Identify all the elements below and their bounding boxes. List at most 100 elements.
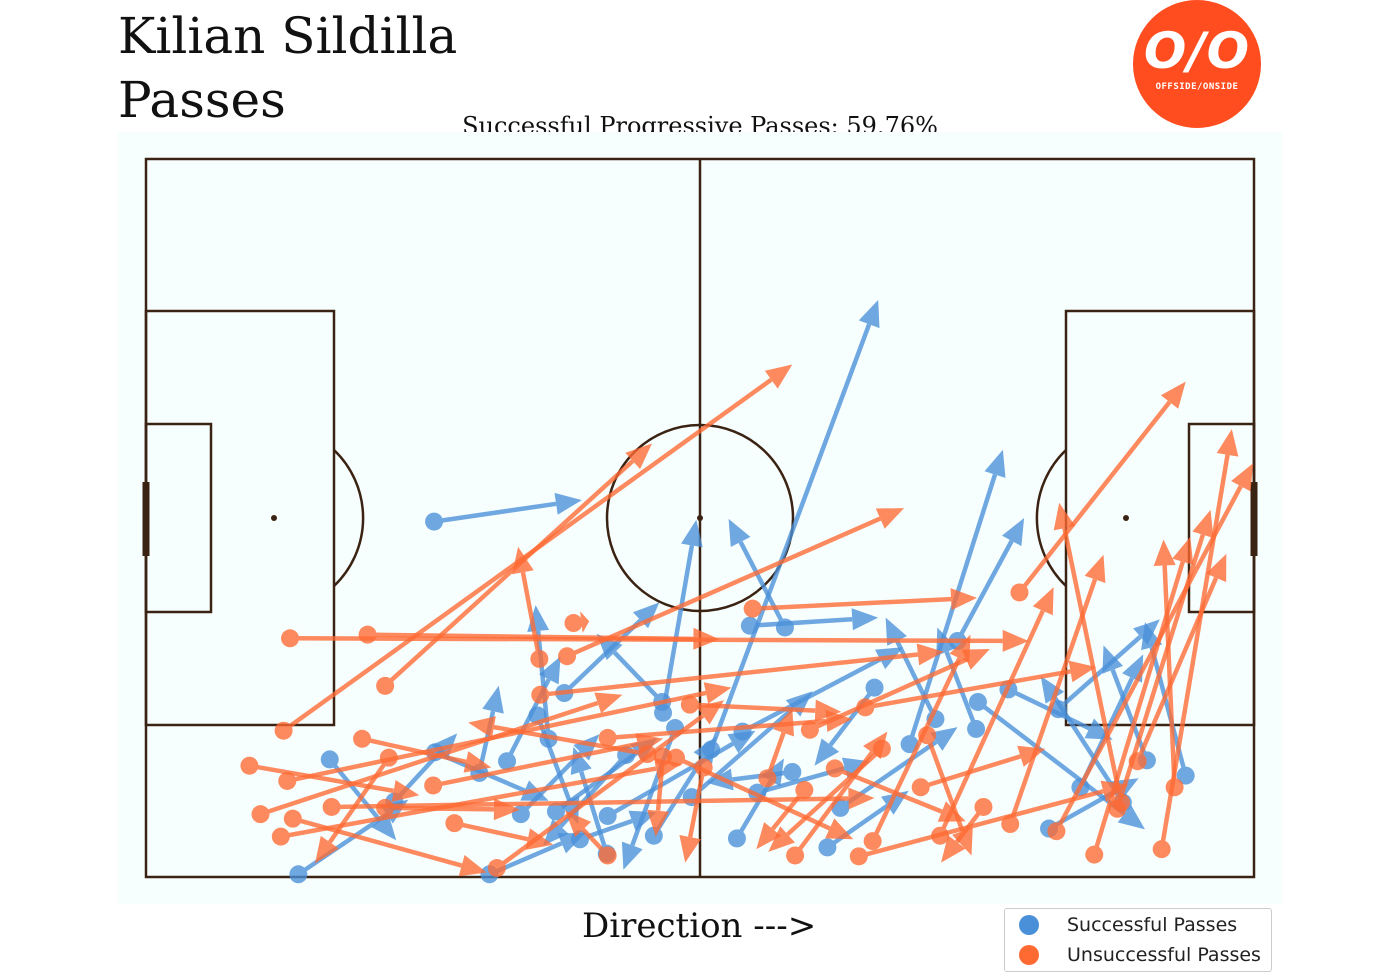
successful-pass-line bbox=[660, 545, 695, 714]
unsuccessful-pass-2 bbox=[376, 443, 652, 695]
successful-pass-origin bbox=[775, 618, 794, 637]
unsuccessful-pass-46 bbox=[849, 780, 1129, 866]
unsuccessful-pass-line bbox=[1054, 485, 1243, 833]
successful-pass-origin bbox=[968, 692, 987, 711]
unsuccessful-pass-42 bbox=[786, 731, 888, 865]
unsuccessful-pass-line bbox=[367, 632, 694, 642]
successful-pass-arrowhead bbox=[371, 813, 397, 841]
unsuccessful-pass-origin bbox=[358, 625, 377, 644]
unsuccessful-pass-arrowhead bbox=[679, 835, 701, 863]
successful-pass-line bbox=[749, 617, 853, 628]
successful-pass-arrowhead bbox=[1002, 518, 1025, 547]
unsuccessful-pass-line bbox=[864, 669, 1071, 710]
unsuccessful-pass-line bbox=[566, 516, 882, 659]
unsuccessful-pass-line bbox=[1017, 400, 1172, 594]
legend-dot-unsuccessful bbox=[1019, 945, 1039, 965]
successful-pass-line bbox=[562, 618, 643, 695]
successful-pass-line bbox=[828, 686, 877, 747]
successful-pass-origin bbox=[320, 750, 339, 769]
unsuccessful-pass-arrowhead bbox=[1017, 745, 1046, 767]
unsuccessful-pass-arrowhead bbox=[1084, 554, 1106, 583]
unsuccessful-pass-arrowhead bbox=[1002, 629, 1029, 652]
unsuccessful-pass-arrowhead bbox=[875, 508, 905, 529]
unsuccessful-pass-origin bbox=[1165, 778, 1184, 797]
unsuccessful-pass-8 bbox=[558, 508, 905, 666]
unsuccessful-pass-48 bbox=[565, 810, 617, 865]
unsuccessful-pass-origin bbox=[863, 832, 882, 851]
successful-pass-arrowhead bbox=[621, 841, 643, 870]
successful-pass-arrowhead bbox=[633, 602, 660, 629]
unsuccessful-pass-arrowhead bbox=[458, 855, 487, 877]
unsuccessful-pass-arrowhead bbox=[565, 810, 592, 837]
unsuccessful-pass-origin bbox=[849, 847, 868, 866]
left-penalty-spot bbox=[271, 515, 277, 521]
successful-pass-arrowhead bbox=[681, 519, 703, 548]
unsuccessful-pass-origin bbox=[825, 759, 844, 778]
legend-dot-successful bbox=[1019, 915, 1039, 935]
unsuccessful-pass-origin bbox=[856, 698, 875, 717]
successful-pass-line bbox=[976, 700, 1126, 816]
unsuccessful-pass-arrowhead bbox=[525, 828, 554, 850]
successful-pass-origin bbox=[1176, 766, 1195, 785]
unsuccessful-pass-33 bbox=[353, 729, 492, 773]
unsuccessful-pass-origin bbox=[666, 748, 685, 767]
unsuccessful-pass-arrowhead bbox=[1068, 660, 1097, 683]
unsuccessful-pass-1 bbox=[358, 625, 720, 650]
legend-item-successful: Successful Passes bbox=[1019, 912, 1237, 938]
successful-pass-line bbox=[741, 657, 882, 734]
unsuccessful-pass-arrowhead bbox=[1053, 502, 1076, 531]
successful-pass-origin bbox=[865, 678, 884, 697]
unsuccessful-pass-origin bbox=[271, 827, 290, 846]
unsuccessful-pass-arrowhead bbox=[463, 751, 492, 773]
successful-pass-arrowhead bbox=[1102, 645, 1123, 674]
legend-item-unsuccessful: Unsuccessful Passes bbox=[1019, 942, 1261, 968]
unsuccessful-pass-arrowhead bbox=[1153, 539, 1176, 566]
unsuccessful-pass-origin bbox=[1047, 822, 1066, 841]
unsuccessful-pass-line bbox=[493, 724, 648, 757]
unsuccessful-pass-3 bbox=[274, 364, 793, 740]
title-line-2: Passes bbox=[118, 71, 286, 129]
unsuccessful-pass-line bbox=[938, 609, 1045, 837]
unsuccessful-pass-15 bbox=[856, 660, 1097, 717]
unsuccessful-pass-origin bbox=[974, 797, 993, 816]
successful-pass-line bbox=[734, 779, 773, 840]
unsuccessful-pass-origin bbox=[564, 614, 583, 633]
unsuccessful-pass-origin bbox=[281, 629, 300, 648]
successful-pass-arrowhead bbox=[1040, 676, 1065, 704]
successful-pass-line bbox=[579, 771, 609, 855]
successful-pass-26 bbox=[814, 678, 884, 766]
unsuccessful-pass-line bbox=[383, 459, 635, 688]
unsuccessful-pass-line bbox=[432, 741, 639, 788]
successful-pass-arrowhead bbox=[482, 685, 504, 714]
successful-pass-origin bbox=[289, 865, 308, 884]
logo-mark: O/O bbox=[1143, 22, 1251, 80]
unsuccessful-pass-31 bbox=[445, 814, 554, 850]
successful-pass-line bbox=[1110, 668, 1149, 762]
unsuccessful-pass-line bbox=[870, 657, 962, 843]
unsuccessful-pass-origin bbox=[598, 846, 617, 865]
unsuccessful-pass-arrowhead bbox=[814, 699, 842, 722]
successful-pass-arrowhead bbox=[557, 833, 586, 854]
unsuccessful-pass-arrowhead bbox=[952, 827, 973, 856]
unsuccessful-pass-origin bbox=[379, 748, 398, 767]
unsuccessful-pass-line bbox=[1135, 576, 1219, 763]
unsuccessful-pass-arrowhead bbox=[693, 627, 720, 650]
successful-pass-origin bbox=[598, 806, 617, 825]
successful-pass-41 bbox=[968, 692, 1145, 830]
unsuccessful-pass-line bbox=[655, 756, 666, 811]
unsuccessful-pass-line bbox=[292, 816, 463, 868]
unsuccessful-pass-arrowhead bbox=[768, 826, 795, 852]
successful-pass-origin bbox=[425, 512, 444, 531]
title-line-1: Kilian Sildilla bbox=[118, 7, 458, 65]
unsuccessful-pass-origin bbox=[376, 676, 395, 695]
unsuccessful-pass-arrowhead bbox=[825, 710, 853, 732]
unsuccessful-pass-origin bbox=[795, 780, 814, 799]
logo-text: OFFSIDE/ONSIDE bbox=[1155, 82, 1239, 92]
unsuccessful-pass-origin bbox=[530, 649, 549, 668]
unsuccessful-pass-origin bbox=[1152, 840, 1171, 859]
unsuccessful-pass-11 bbox=[531, 643, 944, 704]
unsuccessful-pass-line bbox=[858, 789, 1104, 859]
unsuccessful-pass-line bbox=[249, 763, 395, 794]
unsuccessful-pass-line bbox=[327, 756, 391, 844]
unsuccessful-pass-10 bbox=[564, 611, 590, 633]
